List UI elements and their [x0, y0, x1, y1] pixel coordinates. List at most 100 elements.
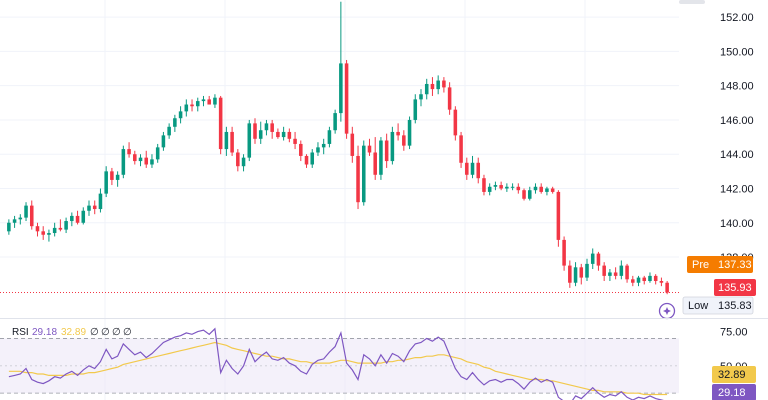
- rsi-legend[interactable]: RSI 29.18 32.89 ∅ ∅ ∅ ∅: [12, 327, 132, 338]
- candle-body: [104, 171, 108, 194]
- candle: [29, 200, 34, 230]
- candle-body: [527, 190, 532, 199]
- candle-body: [402, 135, 406, 146]
- candle-body: [201, 99, 206, 102]
- candle: [465, 157, 469, 180]
- candle-body: [276, 131, 280, 138]
- candle: [167, 123, 171, 139]
- candle: [361, 140, 366, 206]
- add-alert-button[interactable]: [658, 302, 676, 320]
- candle-body: [573, 267, 578, 283]
- candle: [356, 145, 360, 210]
- low-price-badge: Low 135.83: [682, 296, 754, 315]
- candle: [218, 95, 223, 155]
- candle-body: [29, 205, 34, 227]
- candle-body: [167, 126, 171, 136]
- candle: [52, 222, 57, 237]
- candle: [236, 149, 240, 172]
- candle: [7, 219, 11, 235]
- candle-body: [482, 178, 486, 192]
- price-axis[interactable]: 152.00 150.00 148.00 146.00 144.00 142.00 140.…: [658, 0, 768, 320]
- pre-badge-value: 137.33: [718, 259, 752, 271]
- candle-body: [327, 130, 332, 144]
- rsi-axis[interactable]: 75.0050.00 32.89 29.18: [679, 319, 768, 400]
- candle-body: [230, 131, 234, 153]
- candle: [579, 263, 584, 285]
- candle-body: [310, 152, 315, 165]
- candle-body: [161, 135, 166, 148]
- candle-body: [522, 190, 526, 199]
- candle-body: [304, 155, 309, 165]
- candle-body: [195, 101, 200, 107]
- candle-body: [562, 239, 566, 266]
- candle: [70, 212, 74, 227]
- price-axis-scroll-hint: [679, 0, 705, 4]
- candle: [590, 248, 595, 270]
- candle-body: [110, 171, 114, 180]
- rsi-badge-value: 29.18: [718, 387, 746, 399]
- candle: [213, 94, 217, 108]
- candle-body: [396, 131, 400, 136]
- candle-body: [264, 123, 269, 131]
- rsi-ma-badge-background: [712, 366, 756, 383]
- candle-body: [87, 205, 91, 211]
- candle-body: [436, 80, 440, 90]
- candle-body: [424, 83, 429, 95]
- candle: [522, 188, 526, 201]
- candle-body: [12, 219, 17, 223]
- candle-body: [659, 281, 664, 283]
- candle: [327, 126, 332, 148]
- candle-body: [430, 83, 435, 90]
- candle-body: [379, 140, 383, 175]
- candle: [264, 119, 269, 136]
- candle: [155, 143, 160, 163]
- candle: [482, 174, 486, 196]
- candle: [241, 154, 246, 172]
- candle: [556, 190, 561, 247]
- candle: [35, 222, 40, 237]
- candle: [642, 275, 647, 285]
- candle-body: [207, 99, 211, 105]
- candle: [92, 200, 97, 215]
- candle-body: [373, 152, 377, 175]
- candle-body: [7, 222, 11, 232]
- candle: [476, 157, 481, 184]
- price-pane[interactable]: [0, 0, 679, 400]
- price-tick-label: 152.00: [720, 12, 754, 24]
- candle-body: [241, 157, 246, 167]
- candle: [144, 150, 149, 168]
- candle-body: [92, 205, 97, 210]
- rsi-legend-null-3: ∅: [112, 327, 121, 338]
- candle: [18, 214, 23, 225]
- candle-body: [155, 147, 160, 160]
- candle: [276, 128, 280, 139]
- candle: [184, 99, 189, 117]
- candle-body: [602, 265, 606, 276]
- candle: [201, 95, 206, 107]
- candle: [636, 275, 641, 287]
- candle-body: [35, 226, 40, 232]
- candle: [316, 142, 320, 156]
- candle-body: [24, 205, 28, 218]
- candle-body: [361, 145, 366, 203]
- candle: [253, 118, 257, 144]
- price-tick-label: 140.00: [720, 218, 754, 230]
- candle-body: [419, 94, 423, 100]
- candle-body: [539, 186, 543, 192]
- candle: [110, 167, 114, 186]
- candle-body: [121, 149, 126, 175]
- candle-body: [64, 221, 68, 230]
- candle-body: [665, 282, 669, 293]
- candle: [442, 77, 446, 93]
- candle: [367, 138, 372, 156]
- candle-body: [299, 143, 303, 156]
- candle-body: [596, 253, 601, 266]
- candle: [379, 137, 383, 180]
- rsi-pane[interactable]: RSI 29.18 32.89 ∅ ∅ ∅ ∅ 75.0050.00 32.89…: [0, 319, 768, 400]
- candle-body: [636, 277, 641, 283]
- candle: [230, 126, 234, 156]
- candle: [505, 183, 509, 192]
- candle-body: [350, 133, 355, 156]
- candle: [516, 183, 521, 194]
